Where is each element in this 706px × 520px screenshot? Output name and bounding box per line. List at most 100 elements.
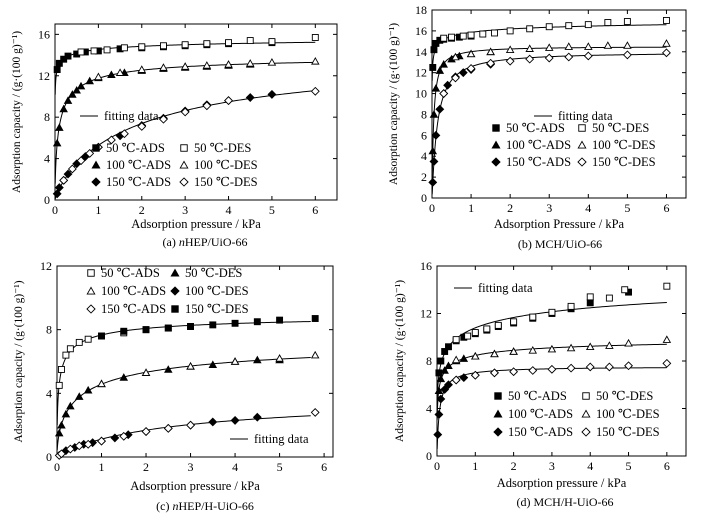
y-tick-label: 6	[421, 128, 427, 142]
legend-label: 50 ℃-DES	[185, 266, 242, 280]
data-point	[435, 104, 445, 114]
data-point	[63, 96, 73, 104]
x-tick-label: 0	[52, 203, 58, 217]
data-point	[434, 410, 444, 419]
x-tick-label: 1	[468, 201, 474, 215]
legend-label: 100 ℃-ADS	[506, 138, 571, 152]
data-point	[88, 438, 98, 448]
x-tick-label: 1	[472, 459, 478, 473]
data-point	[141, 427, 151, 436]
panel-caption: (b) MCH/UiO-66	[518, 237, 602, 251]
legend-marker	[577, 140, 587, 149]
data-point	[52, 189, 62, 199]
x-tick-label: 4	[232, 460, 238, 474]
legend-marker	[179, 160, 189, 169]
data-point	[431, 130, 441, 140]
legend-label: 100 ℃-DES	[592, 138, 656, 152]
legend-marker	[170, 268, 180, 277]
legend-marker	[494, 392, 502, 400]
legend-label: 150 ℃-DES	[596, 425, 660, 439]
x-tick-label: 2	[507, 201, 513, 215]
data-point	[59, 104, 68, 113]
data-point	[90, 47, 98, 55]
x-tick-label: 4	[587, 459, 593, 473]
data-point	[52, 138, 62, 147]
legend: 50 ℃-ADS 50 ℃-DES 100 ℃-ADS 100 ℃-DES 150 ℃-…	[491, 121, 656, 169]
data-point	[310, 350, 320, 359]
data-point	[547, 364, 557, 374]
data-point	[141, 368, 151, 376]
data-point	[83, 439, 93, 449]
y-tick-label: 8	[426, 354, 432, 368]
data-point	[440, 385, 450, 394]
data-point	[428, 146, 438, 155]
x-tick-label: 0	[434, 459, 440, 473]
data-point	[584, 42, 593, 50]
data-point	[621, 286, 629, 294]
data-point	[76, 81, 86, 90]
legend-marker	[86, 286, 96, 295]
data-point	[246, 37, 254, 45]
data-point	[186, 362, 195, 370]
data-point	[470, 370, 480, 380]
legend-label: 50 ℃-ADS	[508, 389, 567, 403]
legend-label: 150 ℃-ADS	[508, 425, 573, 439]
data-point	[604, 362, 614, 372]
panel-caption-italic: n	[179, 235, 185, 249]
data-point	[276, 316, 284, 324]
data-point	[624, 338, 633, 347]
data-point	[163, 423, 173, 433]
legend-label: 150 ℃-ADS	[101, 302, 166, 316]
x-axis-label: Adsorption pressure / kPa	[130, 479, 260, 493]
data-point	[506, 27, 514, 35]
x-tick-label: 4	[226, 203, 232, 217]
y-tick-label: 12	[40, 259, 52, 273]
panel-caption: (c) nHEP/H-UiO-66	[156, 499, 254, 513]
data-point	[444, 361, 453, 370]
data-point	[662, 358, 672, 368]
legend-marker	[581, 427, 591, 437]
data-point	[245, 59, 255, 67]
data-point	[57, 420, 66, 429]
data-point	[662, 48, 671, 58]
data-point	[74, 441, 84, 451]
data-point	[451, 73, 460, 83]
y-tick-label: 4	[44, 152, 50, 166]
legend: 50 ℃-ADS 50 ℃-DES 100 ℃-ADS 100 ℃-DES 150 ℃-…	[493, 389, 660, 439]
data-point	[459, 32, 467, 40]
y-tick-label: 2	[421, 170, 427, 184]
legend-label: 150 ℃-ADS	[106, 175, 171, 189]
panel-caption-italic: n	[173, 499, 179, 513]
data-point	[84, 335, 92, 343]
data-point	[275, 354, 284, 362]
data-point	[464, 332, 472, 340]
data-point	[142, 326, 150, 334]
data-point	[526, 25, 534, 33]
data-point	[603, 41, 613, 49]
legend-label: 50 ℃-DES	[592, 121, 649, 135]
data-point	[471, 351, 480, 360]
data-point	[458, 68, 468, 78]
data-point	[59, 175, 69, 185]
data-point	[545, 23, 553, 31]
data-point	[83, 385, 93, 394]
y-tick-label: 8	[44, 110, 50, 124]
legend-marker	[170, 286, 180, 296]
y-tick-label: 14	[415, 45, 427, 59]
data-point	[528, 346, 538, 354]
data-point	[566, 363, 576, 373]
data-point	[436, 394, 446, 404]
data-point	[119, 431, 129, 441]
legend-marker	[493, 409, 503, 418]
legend-marker	[492, 124, 500, 132]
data-point	[311, 34, 319, 41]
data-point	[585, 362, 595, 372]
data-point	[623, 18, 631, 25]
data-point	[486, 58, 496, 68]
data-point	[547, 344, 557, 353]
data-point	[439, 60, 448, 68]
legend-marker	[493, 427, 503, 437]
data-point	[429, 157, 439, 166]
data-point	[224, 60, 233, 68]
